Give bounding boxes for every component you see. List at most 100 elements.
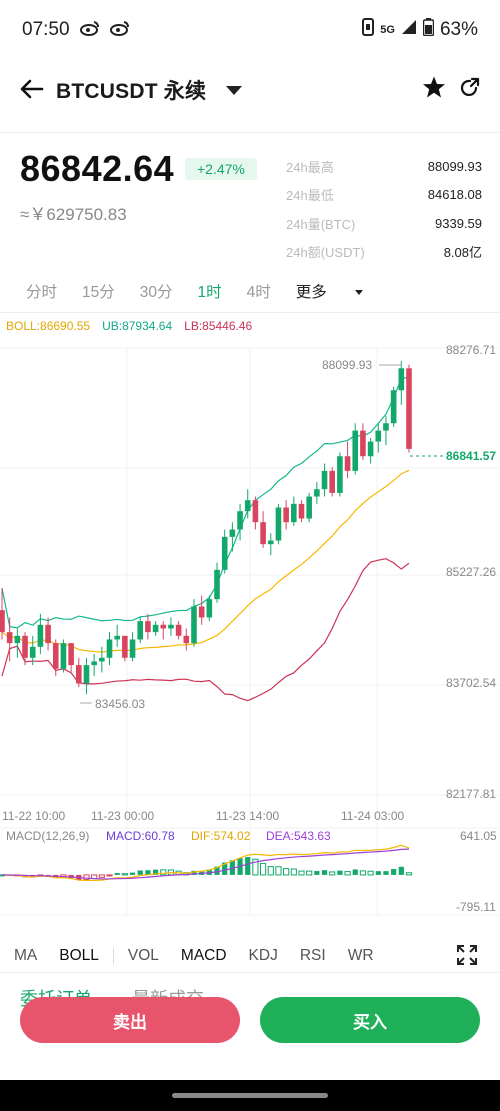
network-label: 5G	[380, 24, 395, 36]
stat-label: 24h最高	[286, 159, 334, 175]
macd-bar	[252, 858, 259, 876]
macd-bar	[145, 870, 151, 875]
macd-bar	[129, 872, 136, 875]
stat-label: 24h额(USDT)	[286, 245, 365, 261]
more-label: 更多	[295, 284, 327, 301]
candle-body	[91, 661, 97, 666]
candle-body	[114, 635, 120, 640]
candle-body	[214, 569, 220, 600]
boll-legend: BOLL:86690.55 UB:87934.64 LB:85446.46	[6, 319, 252, 333]
stat-value: 8.08亿	[443, 245, 482, 261]
macd-min: -795.11	[456, 900, 496, 914]
candle-body	[260, 522, 266, 545]
boll-mid-line	[1, 469, 410, 653]
weibo-icon	[79, 20, 100, 41]
tab-interval-4h[interactable]: 4时	[246, 284, 271, 301]
candle-body	[106, 639, 113, 658]
indicator-tabs: MA BOLL VOL MACD KDJ RSI WR	[0, 940, 500, 972]
candle-body	[37, 624, 44, 647]
candle-body	[152, 624, 159, 633]
stat-label: 24h量(BTC)	[286, 216, 356, 232]
sell-button[interactable]: 卖出	[20, 997, 240, 1043]
boll-lb-value: LB:85446.46	[184, 319, 253, 333]
macd-title: MACD(12,26,9)	[6, 829, 89, 843]
candle-body	[175, 624, 182, 636]
fullscreen-icon[interactable]	[456, 944, 478, 966]
caret-down-icon	[354, 290, 363, 296]
macd-bar	[314, 871, 320, 875]
chevron-down-icon[interactable]	[226, 85, 243, 95]
tab-boll[interactable]: BOLL	[59, 947, 99, 964]
macd-bar	[114, 873, 120, 875]
home-indicator[interactable]	[172, 1093, 328, 1098]
macd-bar	[267, 866, 274, 876]
candle-body	[83, 665, 90, 684]
tab-interval-tick[interactable]: 分时	[26, 284, 58, 301]
candle-body	[360, 430, 366, 457]
candle-body	[252, 500, 259, 523]
candle-body	[198, 606, 205, 618]
high-marker: 88099.93	[322, 358, 372, 372]
stat-row: 24h量(BTC) 9339.59	[286, 209, 482, 238]
price-block: 86842.64	[20, 148, 174, 190]
kline-chart[interactable]: 88276.71 85227.26 83702.54 82177.81 8684…	[0, 340, 500, 920]
symbol-title[interactable]: BTCUSDT 永续	[56, 80, 207, 103]
sim-icon	[362, 18, 375, 42]
dea-line	[1, 848, 410, 880]
candle-body	[337, 456, 343, 493]
macd-bar	[383, 871, 389, 875]
candle-body	[367, 441, 374, 457]
candle-body	[221, 536, 228, 570]
macd-bar	[83, 874, 90, 880]
candle-body	[267, 540, 274, 545]
macd-bar	[290, 868, 297, 876]
macd-bar	[405, 872, 413, 876]
divider	[0, 312, 500, 313]
candle-body	[29, 646, 36, 658]
arrow-left-icon[interactable]	[20, 77, 44, 103]
candle-body	[145, 621, 151, 633]
candle-body	[406, 368, 412, 449]
candle-body	[390, 390, 397, 424]
candles	[0, 360, 412, 695]
tab-kdj[interactable]: KDJ	[248, 947, 278, 964]
macd-max: 641.05	[460, 829, 497, 843]
candle-body	[398, 368, 405, 391]
price-axis-label: 88276.71	[446, 343, 496, 357]
tab-rsi[interactable]: RSI	[299, 947, 326, 964]
buy-button[interactable]: 买入	[260, 997, 480, 1043]
tab-macd[interactable]: MACD	[180, 947, 227, 964]
candle-body	[122, 635, 128, 658]
dif-value: DIF:574.02	[191, 829, 251, 843]
tab-interval-1h[interactable]: 1时	[197, 284, 222, 301]
stat-row: 24h最低 84618.08	[286, 181, 482, 210]
macd-bar	[337, 870, 343, 875]
tab-interval-15m[interactable]: 15分	[82, 284, 115, 301]
tab-vol[interactable]: VOL	[127, 947, 159, 964]
last-price: 86842.64	[20, 148, 175, 189]
tab-interval-more[interactable]: 更多	[296, 280, 388, 302]
tab-ma[interactable]: MA	[14, 947, 38, 964]
candle-body	[6, 632, 13, 644]
candle-body	[52, 643, 59, 669]
tab-separator	[112, 948, 114, 964]
star-icon[interactable]	[422, 75, 446, 106]
candle-body	[183, 635, 190, 644]
stat-row: 24h最高 88099.93	[286, 152, 482, 181]
macd-bar	[137, 870, 143, 875]
macd-bar	[191, 870, 197, 875]
interval-tabs: 分时 15分 30分 1时 4时 更多	[26, 280, 413, 302]
candle-body	[321, 470, 328, 490]
share-icon[interactable]	[460, 77, 480, 103]
change-badge: +2.47%	[185, 158, 257, 180]
macd-bar	[160, 869, 167, 876]
candle-body	[306, 496, 312, 519]
candle-body	[383, 423, 389, 431]
status-bar: 07:50 5G 63%	[0, 0, 500, 60]
macd-bar	[375, 871, 381, 875]
tab-wr[interactable]: WR	[347, 947, 374, 964]
tab-interval-30m[interactable]: 30分	[139, 284, 173, 301]
stat-value: 9339.59	[435, 215, 482, 231]
macd-bar	[367, 870, 374, 876]
candle-body	[137, 621, 144, 640]
